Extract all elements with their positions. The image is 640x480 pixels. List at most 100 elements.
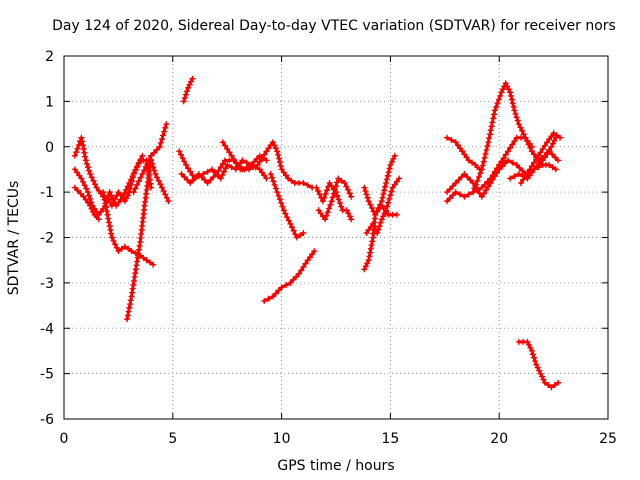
data-point — [377, 201, 384, 208]
data-point — [161, 128, 168, 135]
data-point — [335, 196, 342, 203]
data-point — [499, 163, 506, 170]
data-point — [385, 199, 392, 206]
data-point — [525, 141, 532, 148]
data-point — [81, 149, 88, 156]
data-point — [481, 154, 488, 161]
series-arc-4 — [100, 189, 157, 268]
data-point — [511, 107, 518, 114]
x-tick-label: 0 — [60, 431, 69, 447]
data-point — [115, 248, 122, 255]
data-point — [127, 301, 133, 308]
data-point — [481, 190, 487, 197]
data-point — [382, 183, 389, 190]
data-point — [321, 194, 328, 201]
series-arc-3 — [71, 184, 102, 223]
data-point — [549, 164, 556, 171]
data-point — [103, 204, 110, 211]
data-point — [142, 163, 149, 170]
data-point — [368, 242, 375, 249]
data-point — [315, 188, 321, 194]
data-point — [345, 186, 351, 193]
data-point — [290, 276, 297, 283]
data-point — [124, 312, 131, 319]
data-point — [378, 198, 385, 205]
data-point — [279, 203, 286, 210]
data-point — [292, 231, 299, 238]
data-point — [129, 173, 136, 180]
data-point — [195, 171, 202, 177]
data-point — [100, 192, 107, 199]
y-axis-label: SDTVAR / TECUs — [6, 181, 22, 296]
data-point — [311, 248, 318, 255]
data-point — [251, 158, 257, 165]
data-point — [316, 191, 323, 198]
data-point — [507, 89, 514, 96]
data-point — [261, 151, 268, 158]
data-point — [276, 159, 283, 166]
x-tick-label: 15 — [381, 431, 399, 447]
data-point — [73, 149, 80, 156]
data-point — [163, 121, 170, 128]
data-point — [125, 308, 132, 315]
series-arc-7 — [148, 157, 172, 205]
data-point — [77, 190, 84, 197]
data-point — [487, 131, 493, 138]
data-point — [132, 166, 139, 173]
data-point — [275, 151, 282, 158]
data-point — [296, 270, 302, 277]
series-arc-13 — [261, 248, 318, 304]
data-point — [452, 180, 459, 186]
data-point — [548, 133, 555, 140]
data-point — [327, 201, 334, 208]
data-point — [125, 245, 132, 252]
data-point — [298, 267, 305, 274]
data-point — [531, 354, 537, 361]
data-point — [189, 75, 196, 82]
data-point — [283, 282, 289, 289]
data-point — [338, 177, 345, 184]
data-point — [148, 184, 154, 191]
data-point — [444, 198, 450, 205]
data-point — [444, 134, 450, 141]
data-point — [250, 164, 257, 171]
data-point — [153, 146, 160, 153]
data-point — [178, 171, 185, 177]
data-point — [329, 194, 336, 201]
data-point — [334, 179, 341, 186]
data-point — [363, 191, 370, 198]
data-point — [78, 134, 85, 141]
data-point — [458, 174, 465, 180]
data-point — [448, 136, 455, 143]
data-point — [483, 147, 490, 153]
data-point — [533, 156, 540, 163]
data-point — [297, 232, 304, 239]
data-point — [546, 148, 553, 155]
data-point — [527, 144, 534, 151]
data-point — [454, 142, 461, 149]
data-point — [545, 382, 552, 388]
data-point — [275, 287, 282, 294]
data-series — [71, 75, 564, 391]
x-tick-label: 20 — [490, 431, 508, 447]
data-point — [539, 373, 545, 380]
data-point — [396, 175, 403, 182]
data-point — [246, 166, 252, 173]
data-point — [219, 172, 226, 179]
data-point — [514, 117, 521, 124]
data-point — [265, 295, 272, 302]
data-point — [276, 155, 282, 162]
data-point — [546, 161, 553, 168]
data-point — [377, 219, 384, 226]
data-point — [226, 149, 233, 156]
data-point — [272, 290, 279, 297]
data-point — [343, 183, 350, 190]
data-point — [334, 192, 341, 199]
data-point — [504, 83, 511, 90]
data-point — [253, 155, 260, 162]
data-point — [269, 293, 276, 300]
data-point — [139, 152, 146, 159]
data-point — [274, 189, 281, 196]
data-point — [136, 242, 143, 249]
data-point — [187, 168, 194, 175]
